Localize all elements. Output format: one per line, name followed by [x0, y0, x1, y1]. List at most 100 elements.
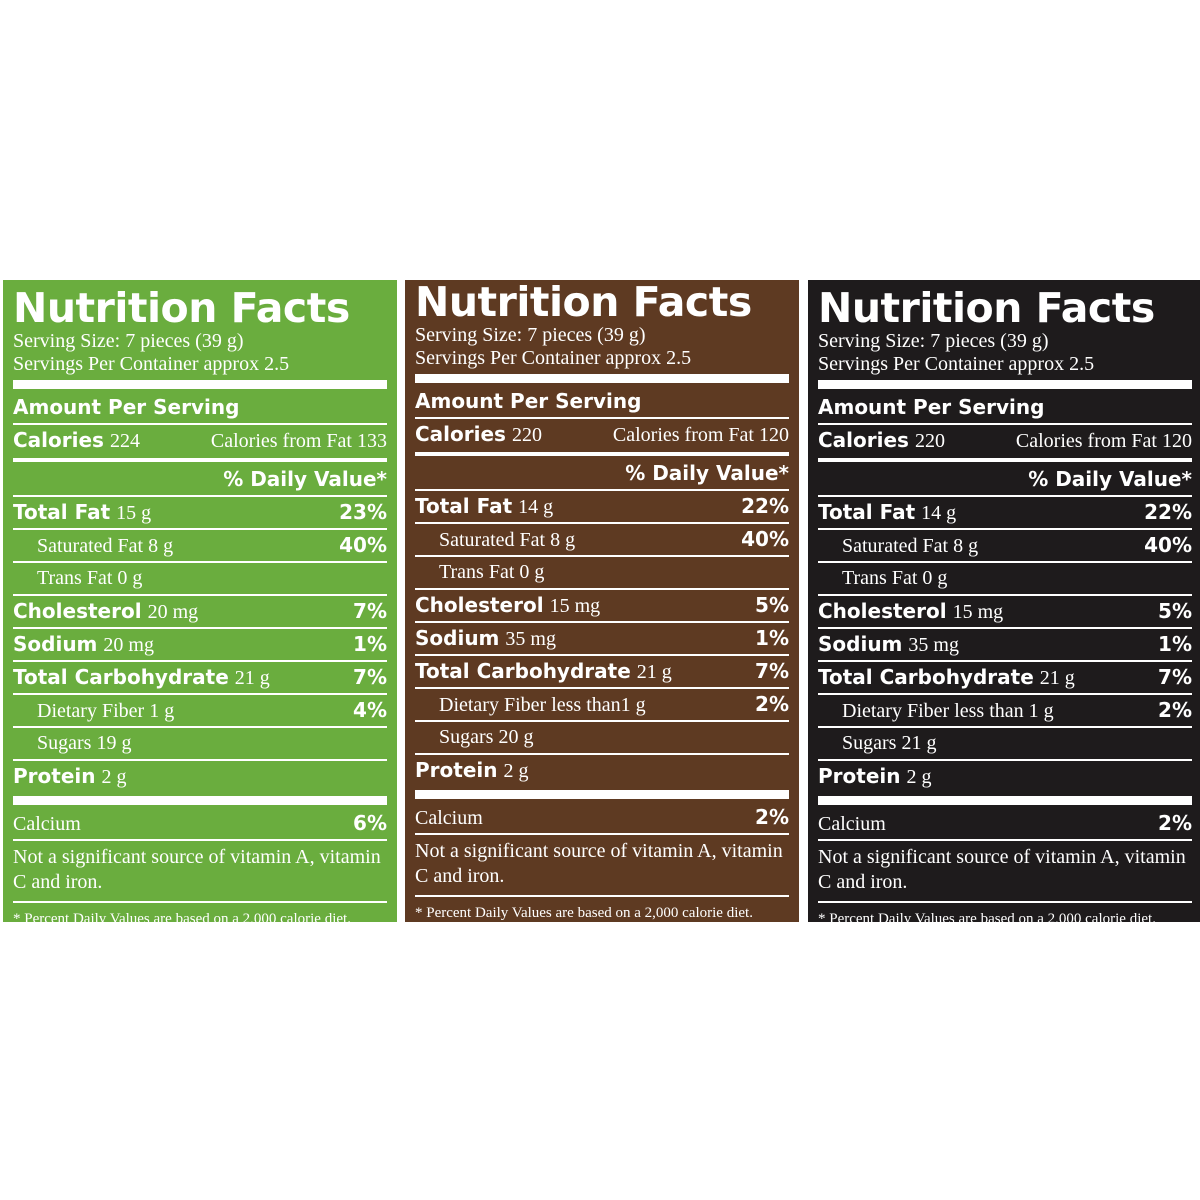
divider — [415, 555, 789, 557]
calories-value: 220 — [914, 430, 945, 452]
saturated-fat: Saturated Fat 8 g — [439, 529, 576, 551]
divider — [415, 895, 789, 897]
thick-divider — [415, 374, 789, 383]
divider — [818, 495, 1192, 497]
calcium-row: Calcium 2% — [415, 802, 789, 833]
divider — [415, 621, 789, 623]
sodium-row: Sodium 35 mg 1% — [818, 629, 1192, 660]
carbohydrate-amount: 21 g — [1039, 667, 1075, 689]
cholesterol-pct: 5% — [1158, 599, 1192, 623]
sugars: Sugars 19 g — [37, 732, 132, 754]
servings-per-container: Servings Per Container approx 2.5 — [415, 347, 692, 369]
amount-per-serving: Amount Per Serving — [415, 389, 642, 413]
divider — [13, 726, 387, 728]
saturated-fat-pct: 40% — [339, 533, 387, 557]
sodium-pct: 1% — [353, 632, 387, 656]
amount-per-serving-row: Amount Per Serving — [415, 386, 789, 417]
daily-value-footnote: * Percent Daily Values are based on a 2,… — [13, 911, 351, 922]
divider — [13, 423, 387, 425]
carbohydrate-amount: 21 g — [234, 667, 270, 689]
calcium-pct: 2% — [1158, 811, 1192, 835]
divider — [13, 627, 387, 629]
trans-fat-row: Trans Fat 0 g — [818, 563, 1192, 594]
calcium-row: Calcium 6% — [13, 808, 387, 839]
daily-value-row: % Daily Value* — [818, 464, 1192, 495]
divider — [818, 627, 1192, 629]
calories-label: Calories — [13, 428, 104, 452]
carbohydrate-row: Total Carbohydrate 21 g 7% — [13, 662, 387, 693]
trans-fat: Trans Fat 0 g — [37, 567, 143, 589]
calories-value: 220 — [511, 424, 542, 446]
nutrition-labels-strip: Nutrition Facts Serving Size: 7 pieces (… — [0, 280, 1200, 922]
protein-label: Protein — [415, 758, 498, 782]
dietary-fiber: Dietary Fiber 1 g — [37, 700, 175, 722]
divider — [415, 720, 789, 722]
amount-per-serving: Amount Per Serving — [818, 395, 1045, 419]
divider — [13, 759, 387, 761]
cholesterol-label: Cholesterol — [818, 599, 947, 623]
fiber-pct: 2% — [1158, 698, 1192, 722]
saturated-fat-row: Saturated Fat 8 g 40% — [13, 530, 387, 561]
fiber-row: Dietary Fiber 1 g 4% — [13, 695, 387, 726]
divider — [13, 901, 387, 903]
protein-amount: 2 g — [906, 766, 932, 788]
total-fat-pct: 22% — [741, 494, 789, 518]
sodium-pct: 1% — [1158, 632, 1192, 656]
total-fat-amount: 14 g — [518, 496, 554, 518]
servings-per-container: Servings Per Container approx 2.5 — [13, 353, 290, 375]
cholesterol-amount: 15 mg — [952, 601, 1004, 623]
sugars-row: Sugars 19 g — [13, 728, 387, 759]
thick-divider — [818, 380, 1192, 389]
daily-value-footnote: * Percent Daily Values are based on a 2,… — [415, 905, 753, 921]
calcium-label: Calcium — [13, 813, 81, 835]
daily-value-row: % Daily Value* — [415, 458, 789, 489]
divider — [818, 561, 1192, 563]
divider — [13, 693, 387, 695]
divider — [13, 561, 387, 563]
fiber-pct: 4% — [353, 698, 387, 722]
sugars-row: Sugars 21 g — [818, 728, 1192, 759]
protein-row: Protein 2 g — [415, 755, 789, 786]
total-fat-row: Total Fat 14 g 22% — [415, 491, 789, 522]
saturated-fat-pct: 40% — [741, 527, 789, 551]
divider — [415, 489, 789, 491]
dietary-fiber: Dietary Fiber less than 1 g — [842, 700, 1054, 722]
carbohydrate-label: Total Carbohydrate — [415, 659, 631, 683]
amount-per-serving: Amount Per Serving — [13, 395, 240, 419]
carbohydrate-label: Total Carbohydrate — [13, 665, 229, 689]
divider — [415, 753, 789, 755]
sodium-pct: 1% — [755, 626, 789, 650]
divider — [818, 660, 1192, 662]
trans-fat: Trans Fat 0 g — [439, 561, 545, 583]
medium-divider — [415, 452, 789, 456]
divider — [818, 423, 1192, 425]
cholesterol-pct: 5% — [755, 593, 789, 617]
not-significant-note: Not a significant source of vitamin A, v… — [13, 846, 381, 893]
total-fat-label: Total Fat — [818, 500, 916, 524]
total-fat-label: Total Fat — [13, 500, 111, 524]
sodium-label: Sodium — [415, 626, 500, 650]
daily-value-header: % Daily Value* — [625, 461, 789, 485]
cholesterol-amount: 20 mg — [147, 601, 199, 623]
calories-from-fat: Calories from Fat 133 — [210, 430, 387, 452]
servings-per-container: Servings Per Container approx 2.5 — [818, 353, 1095, 375]
calories-label: Calories — [818, 428, 909, 452]
calories-label: Calories — [415, 422, 506, 446]
saturated-fat-row: Saturated Fat 8 g 40% — [415, 524, 789, 555]
fiber-row: Dietary Fiber less than 1 g 2% — [818, 695, 1192, 726]
amount-per-serving-row: Amount Per Serving — [818, 392, 1192, 423]
thick-divider — [415, 790, 789, 799]
daily-value-footnote: * Percent Daily Values are based on a 2,… — [818, 911, 1156, 922]
total-fat-label: Total Fat — [415, 494, 513, 518]
sodium-row: Sodium 35 mg 1% — [415, 623, 789, 654]
calcium-pct: 2% — [755, 805, 789, 829]
sugars: Sugars 20 g — [439, 726, 534, 748]
divider — [818, 693, 1192, 695]
carbohydrate-pct: 7% — [353, 665, 387, 689]
label-title: Nutrition Facts — [818, 284, 1155, 332]
medium-divider — [818, 458, 1192, 462]
divider — [818, 726, 1192, 728]
amount-per-serving-row: Amount Per Serving — [13, 392, 387, 423]
cholesterol-label: Cholesterol — [13, 599, 142, 623]
protein-row: Protein 2 g — [13, 761, 387, 792]
